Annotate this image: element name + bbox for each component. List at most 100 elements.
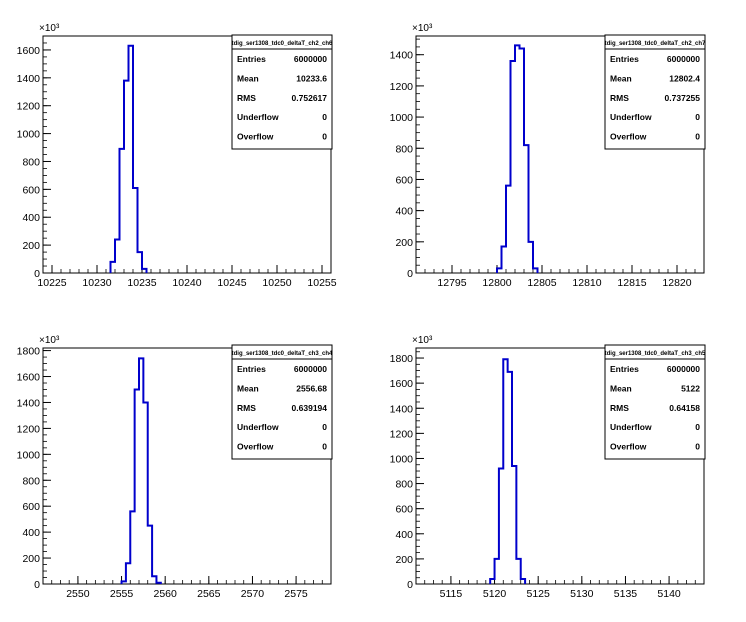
stat-value-underflow: 0 bbox=[695, 112, 700, 122]
y-tick-label: 1600 bbox=[17, 45, 41, 57]
stat-label-overflow: Overflow bbox=[610, 132, 647, 142]
y-tick-label: 600 bbox=[395, 504, 413, 516]
y-tick-label: 1600 bbox=[390, 378, 414, 390]
stats-box bbox=[231, 34, 333, 150]
histogram-pad-1: ×10³ 0 200 400 600 800 1000 1200 1400 1600 10225 10… bbox=[17, 23, 337, 289]
x-tick-label: 2560 bbox=[154, 588, 178, 600]
y-tick-label: 0 bbox=[34, 579, 40, 591]
stat-value-overflow: 0 bbox=[322, 442, 327, 452]
y-tick-label: 400 bbox=[22, 527, 40, 539]
stat-label-overflow: Overflow bbox=[610, 442, 647, 452]
y-tick-label: 1800 bbox=[17, 346, 41, 358]
stat-label-mean: Mean bbox=[237, 73, 259, 83]
stat-label-entries: Entries bbox=[610, 54, 639, 64]
y-tick-label: 200 bbox=[22, 240, 40, 252]
x-tick-label: 5125 bbox=[527, 588, 551, 600]
stat-label-entries: Entries bbox=[237, 364, 266, 374]
stat-value-overflow: 0 bbox=[695, 132, 700, 142]
stat-label-rms: RMS bbox=[610, 93, 629, 103]
histogram-title: tdig_ser1308_tdc0_deltaT_ch3_ch4 bbox=[232, 351, 333, 357]
y-tick-label: 600 bbox=[395, 174, 413, 186]
histogram-title: tdig_ser1308_tdc0_deltaT_ch2_ch7 bbox=[605, 41, 706, 47]
y-exponent-label: ×10³ bbox=[39, 335, 60, 346]
y-tick-label: 1200 bbox=[390, 81, 414, 93]
stat-label-rms: RMS bbox=[237, 93, 256, 103]
x-tick-label: 10225 bbox=[37, 277, 66, 289]
y-tick-label: 0 bbox=[407, 268, 413, 280]
y-tick-label: 1400 bbox=[17, 397, 41, 409]
stat-value-underflow: 0 bbox=[322, 422, 327, 432]
histogram-line bbox=[109, 44, 148, 273]
y-tick-label: 800 bbox=[22, 475, 40, 487]
y-tick-label: 400 bbox=[395, 206, 413, 218]
stat-value-rms: 0.737255 bbox=[665, 93, 701, 103]
stat-label-rms: RMS bbox=[610, 403, 629, 413]
x-tick-label: 10230 bbox=[82, 277, 111, 289]
x-tick-label: 10235 bbox=[127, 277, 156, 289]
x-tick-label: 12815 bbox=[617, 277, 646, 289]
stat-label-underflow: Underflow bbox=[237, 422, 279, 432]
stats-box bbox=[231, 344, 333, 460]
y-tick-label: 1400 bbox=[390, 50, 414, 62]
y-tick-label: 400 bbox=[395, 529, 413, 541]
stat-value-overflow: 0 bbox=[322, 132, 327, 142]
y-tick-label: 1200 bbox=[390, 428, 414, 440]
stat-label-mean: Mean bbox=[237, 383, 259, 393]
histogram-line bbox=[489, 358, 527, 584]
stat-value-entries: 6000000 bbox=[667, 54, 700, 64]
x-tick-label: 12800 bbox=[482, 277, 511, 289]
y-tick-label: 1200 bbox=[17, 101, 41, 113]
y-tick-label: 0 bbox=[407, 579, 413, 591]
y-tick-label: 1200 bbox=[17, 423, 41, 435]
histogram-bin bbox=[515, 45, 520, 273]
x-tick-label: 5115 bbox=[440, 588, 463, 600]
y-exponent-label: ×10³ bbox=[412, 23, 433, 34]
plot-frame bbox=[415, 347, 705, 585]
stat-value-underflow: 0 bbox=[322, 112, 327, 122]
histogram-title: tdig_ser1308_tdc0_deltaT_ch2_ch6 bbox=[232, 41, 333, 47]
x-tick-label: 2570 bbox=[241, 588, 265, 600]
x-tick-label: 5120 bbox=[483, 588, 507, 600]
y-tick-label: 1600 bbox=[17, 372, 41, 384]
y-tick-label: 1000 bbox=[17, 449, 41, 461]
histogram-pad-3: ×10³ 0 200 400 600 800 1000 1200 1400 1600 1800 255… bbox=[17, 335, 333, 600]
stat-value-mean: 10233.6 bbox=[296, 73, 327, 83]
stat-value-mean: 12802.4 bbox=[669, 73, 700, 83]
stat-value-rms: 0.64158 bbox=[669, 403, 700, 413]
stat-value-rms: 0.639194 bbox=[292, 403, 328, 413]
stat-label-overflow: Overflow bbox=[237, 442, 274, 452]
histogram-title: tdig_ser1308_tdc0_deltaT_ch3_ch5 bbox=[605, 351, 706, 357]
x-tick-label: 2550 bbox=[66, 588, 90, 600]
x-tick-label: 12805 bbox=[527, 277, 556, 289]
x-tick-label: 12810 bbox=[572, 277, 601, 289]
x-tick-label: 10250 bbox=[262, 277, 291, 289]
histogram-pad-4: ×10³ 0 200 400 600 800 1000 1200 1400 1600 1800 511… bbox=[390, 335, 706, 600]
stat-label-entries: Entries bbox=[610, 364, 639, 374]
y-tick-label: 1000 bbox=[390, 453, 414, 465]
x-tick-label: 2575 bbox=[284, 588, 308, 600]
y-tick-label: 800 bbox=[395, 479, 413, 491]
y-tick-label: 200 bbox=[22, 553, 40, 565]
histogram-line bbox=[120, 357, 162, 584]
y-tick-label: 1400 bbox=[17, 73, 41, 85]
stat-label-entries: Entries bbox=[237, 54, 266, 64]
x-tick-label: 12820 bbox=[662, 277, 691, 289]
stat-value-underflow: 0 bbox=[695, 422, 700, 432]
histogram-line bbox=[496, 44, 539, 273]
y-tick-label: 200 bbox=[395, 237, 413, 249]
stat-value-entries: 6000000 bbox=[667, 364, 700, 374]
y-tick-label: 200 bbox=[395, 554, 413, 566]
x-tick-label: 5135 bbox=[614, 588, 638, 600]
y-tick-label: 800 bbox=[395, 143, 413, 155]
y-tick-label: 600 bbox=[22, 184, 40, 196]
y-tick-label: 1800 bbox=[390, 353, 414, 365]
stat-label-underflow: Underflow bbox=[610, 112, 652, 122]
x-tick-label: 5140 bbox=[657, 588, 681, 600]
stat-label-overflow: Overflow bbox=[237, 132, 274, 142]
y-tick-label: 1400 bbox=[390, 403, 414, 415]
stat-value-rms: 0.752617 bbox=[292, 93, 328, 103]
stats-box bbox=[604, 34, 706, 150]
y-exponent-label: ×10³ bbox=[39, 23, 60, 34]
x-tick-label: 5130 bbox=[570, 588, 594, 600]
